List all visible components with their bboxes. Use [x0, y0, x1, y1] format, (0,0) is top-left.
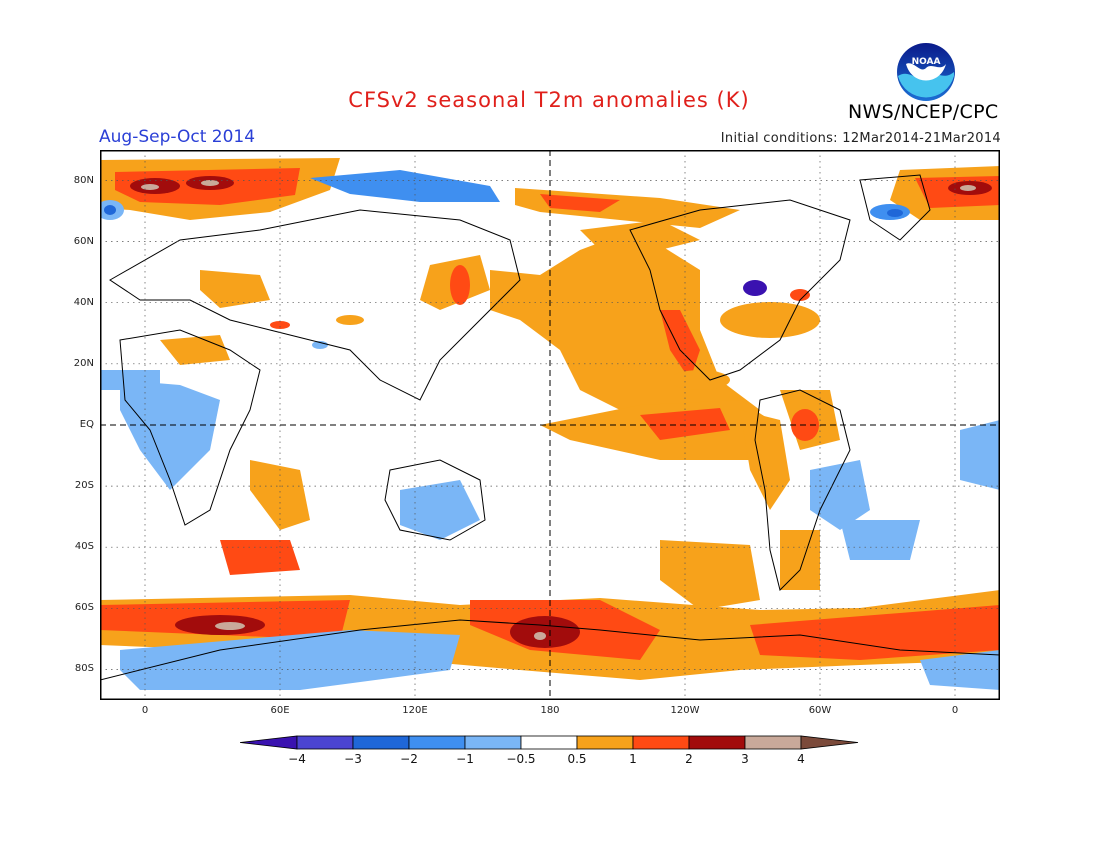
west-africa-cool-anomaly [100, 370, 160, 390]
antarctic-cool-anomaly [120, 630, 460, 690]
eurasia-coastline [109, 209, 521, 401]
colorbar-swatch [744, 735, 802, 750]
nino-region-warm-anomaly [740, 410, 790, 510]
south-atlantic-cool-anomaly [960, 420, 1000, 490]
south-atlantic-cool-anomaly [840, 520, 920, 560]
colorbar-tick-label: 2 [685, 752, 693, 766]
indian-ocean-warm-anomaly [250, 460, 310, 530]
organization-label: NWS/NCEP/CPC [848, 101, 999, 123]
gulf-warm-anomaly [670, 370, 730, 390]
latitude-label: 60S [74, 602, 94, 614]
greenland-cool-anomaly [887, 209, 903, 217]
latitude-label: 20S [74, 480, 94, 492]
antarctic-cool-anomaly [920, 650, 1000, 690]
longitude-label: 0 [141, 705, 149, 716]
anomaly-map [100, 150, 1000, 700]
initial-conditions: Initial conditions: 12Mar2014-21Mar2014 [720, 131, 1001, 146]
colorbar-swatch [688, 735, 746, 750]
arctic-peak [960, 185, 976, 191]
map-border [100, 150, 1000, 700]
latitude-label: 40N [73, 296, 94, 308]
southern-ocean-peak [534, 632, 546, 640]
colorbar-swatch [352, 735, 410, 750]
colorbar-tick-label: −3 [344, 752, 362, 766]
colorbar-swatch [296, 735, 354, 750]
greenland-coastline [859, 174, 931, 241]
africa-cool-anomaly [120, 380, 220, 490]
arctic-peak [201, 180, 219, 186]
colorbar-tick-label: 1 [629, 752, 637, 766]
forecast-period: Aug-Sep-Oct 2014 [99, 127, 256, 147]
asia-warm-speck [336, 315, 364, 325]
latitude-label: 80S [74, 663, 94, 675]
colorbar-swatch [464, 735, 522, 750]
svg-text:NOAA: NOAA [912, 57, 941, 67]
colorbar-high-arrow [800, 735, 859, 750]
latitude-label: 40S [74, 541, 94, 553]
antarctica-coastline [100, 619, 1000, 681]
latitude-label: 20N [73, 357, 94, 369]
japan-warm-anomaly [450, 265, 470, 305]
south-america-coastline [754, 389, 851, 591]
north-america-coastline [629, 199, 851, 381]
colorbar-swatch [520, 735, 578, 750]
southern-ocean-warm-core [510, 616, 580, 648]
south-atlantic-warm-anomaly [780, 530, 820, 590]
arctic-cool-anomaly [310, 170, 500, 202]
colorbar-tick-label: 4 [797, 752, 805, 766]
colorbar-tick-label: 3 [741, 752, 749, 766]
noaa-logo-icon: NOAA [897, 43, 955, 101]
colorbar-tick-label: 0.5 [567, 752, 587, 766]
colorbar-tick-label: −1 [456, 752, 474, 766]
longitude-label: 180 [540, 705, 560, 716]
australia-cool-anomaly [400, 480, 480, 540]
northeast-us-warm-anomaly [790, 289, 810, 301]
colorbar-swatch [632, 735, 690, 750]
tropical-pacific-warm-anomaly [640, 408, 730, 440]
longitude-label: 0 [951, 705, 959, 716]
europe-warm-anomaly [200, 270, 270, 308]
arctic-cool-anomaly [104, 205, 116, 215]
south-america-cool-anomaly [810, 460, 870, 530]
longitude-label: 120E [402, 705, 428, 716]
longitude-label: 60W [808, 705, 832, 716]
arctic-peak [141, 184, 159, 190]
longitude-label: 120W [670, 705, 700, 716]
colorbar-tick-label: −0.5 [506, 752, 536, 766]
colorbar-swatch [576, 735, 634, 750]
latitude-label: EQ [79, 419, 94, 430]
arctic-warm-anomaly [540, 194, 620, 212]
colorbar-swatch [408, 735, 466, 750]
colorbar-tick-label: −2 [400, 752, 418, 766]
latitude-label: 80N [73, 174, 94, 186]
great-lakes-cold-anomaly [743, 280, 767, 296]
colorbar-tick-label: −4 [288, 752, 306, 766]
map-title: CFSv2 seasonal T2m anomalies (K) [348, 88, 750, 112]
longitude-label: 60E [270, 705, 290, 716]
southern-ocean-warm-anomaly [220, 540, 300, 575]
alaska-warm-anomaly [580, 220, 700, 250]
anomaly-shading [100, 158, 1000, 690]
colorbar [240, 735, 859, 750]
southern-ocean-peak [215, 622, 245, 630]
southern-ocean-warm-belt [750, 605, 1000, 660]
north-atlantic-warm-anomaly [720, 302, 820, 338]
asia-warm-speck [270, 321, 290, 329]
california-warm-anomaly [660, 310, 700, 380]
colorbar-low-arrow [240, 735, 298, 750]
australia-coastline [384, 459, 486, 541]
latitude-label: 60N [73, 235, 94, 247]
